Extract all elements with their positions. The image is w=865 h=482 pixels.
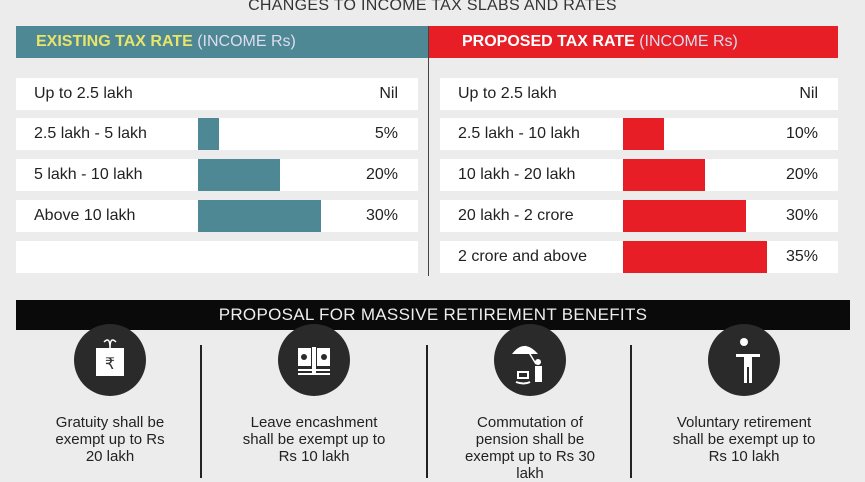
divider [630,345,632,478]
benefit-text: Commutation of pension shall be exempt up … [430,414,630,482]
empty-row [16,241,418,273]
slab-label: 10 lakh - 20 lakh [458,166,576,183]
benefit-line: Gratuity shall be [55,414,165,431]
existing-rate-bar [198,118,219,150]
proposed-header: PROPOSED TAX RATE (INCOME Rs) [428,26,838,58]
existing-header-unit: (INCOME Rs) [192,33,296,50]
rate-label: 30% [785,207,818,224]
man-shrug-icon [708,324,780,396]
benefit-line: Voluntary retirement [676,414,812,431]
proposed-header-unit: (INCOME Rs) [634,33,738,50]
slab-label: Up to 2.5 lakh [34,85,133,102]
rate-label: Nil [379,85,398,102]
existing-row: 2.5 lakh - 5 lakh 5% [16,118,418,150]
benefit-text: Voluntary retirement shall be exempt up t… [644,414,844,465]
benefit-line: pension shall be [475,431,585,448]
proposed-rate-bar [623,241,767,273]
benefit-line: Commutation of [477,414,583,431]
benefit-line: Leave encashment [250,414,378,431]
existing-rate-bar [198,159,280,191]
rupee-gift-icon: ₹ [74,324,146,396]
proposed-rate-bar [623,118,664,150]
benefit-line: shall be exempt up to [242,431,386,448]
svg-text:₹: ₹ [105,354,115,373]
divider [428,26,429,276]
cash-bundle-icon [278,324,350,396]
slab-label: 5 lakh - 10 lakh [34,166,143,183]
slab-label: 2.5 lakh - 5 lakh [34,125,147,142]
rate-label: 20% [785,166,818,183]
rate-label: 20% [365,166,398,183]
divider [200,345,202,478]
proposed-rate-bar [623,200,746,232]
proposed-header-bold: PROPOSED TAX RATE [462,33,635,50]
proposed-row: 2 crore and above 35% [440,241,838,273]
existing-rate-bar [198,200,321,232]
existing-row: Above 10 lakh 30% [16,200,418,232]
slab-label: 2 crore and above [458,248,587,265]
divider [426,345,428,478]
slab-label: 2.5 lakh - 10 lakh [458,125,580,142]
proposed-row: 2.5 lakh - 10 lakh 10% [440,118,838,150]
existing-header-bold: EXISTING TAX RATE [36,33,193,50]
slab-label: Above 10 lakh [34,207,136,224]
benefit-line: exempt up to Rs 30 [464,448,596,465]
benefit-text: Leave encashment shall be exempt up to Rs … [214,414,414,465]
rate-label: 5% [374,125,398,142]
slab-label: 20 lakh - 2 crore [458,207,574,224]
rate-label: 30% [365,207,398,224]
proposed-rate-bar [623,159,705,191]
umbrella-pensioner-icon [494,324,566,396]
benefit-text: Gratuity shall be exempt up to Rs 20 lakh [10,414,210,465]
existing-header: EXISTING TAX RATE (INCOME Rs) [16,26,428,58]
benefit-line: lakh [516,465,544,482]
benefits-title: PROPOSAL FOR MASSIVE RETIREMENT BENEFITS [16,300,850,330]
benefit-line: shall be exempt up to [672,431,816,448]
existing-row: Up to 2.5 lakh Nil [16,78,418,110]
proposed-row: Up to 2.5 lakh Nil [440,78,838,110]
existing-row: 5 lakh - 10 lakh 20% [16,159,418,191]
slab-label: Up to 2.5 lakh [458,85,557,102]
benefit-line: Rs 10 lakh [278,448,350,465]
page-title: CHANGES TO INCOME TAX SLABS AND RATES [248,0,617,14]
benefit-line: exempt up to Rs [55,431,165,448]
proposed-row: 10 lakh - 20 lakh 20% [440,159,838,191]
proposed-row: 20 lakh - 2 crore 30% [440,200,838,232]
rate-label: Nil [799,85,818,102]
rate-label: 10% [785,125,818,142]
benefit-line: Rs 10 lakh [708,448,780,465]
benefit-line: 20 lakh [85,448,135,465]
rate-label: 35% [785,248,818,265]
